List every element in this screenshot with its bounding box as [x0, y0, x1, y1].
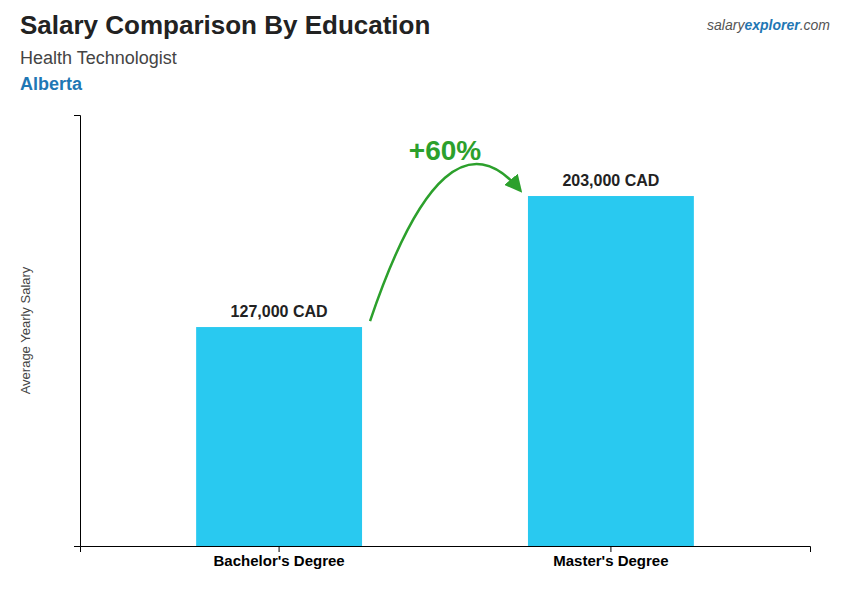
- chart: Salary Comparison By Education Health Tec…: [0, 0, 850, 606]
- bar: [528, 196, 694, 546]
- bar: [196, 327, 362, 546]
- bars: [196, 196, 694, 546]
- watermark-part: explorer: [744, 17, 801, 33]
- x-tick-label: Bachelor's Degree: [214, 552, 345, 569]
- x-axis-line: [81, 547, 811, 553]
- x-tick-label: Master's Degree: [553, 552, 668, 569]
- plot: Bachelor's Degree Master's Degree 127,000 …: [74, 116, 811, 569]
- watermark-part: .com: [800, 17, 831, 33]
- y-axis-title: Average Yearly Salary: [18, 266, 33, 394]
- location: Alberta: [20, 74, 83, 94]
- change-label: +60%: [409, 135, 481, 166]
- x-axis: Bachelor's Degree Master's Degree: [81, 546, 811, 569]
- title: Salary Comparison By Education: [20, 10, 430, 40]
- data-label: 127,000 CAD: [231, 303, 328, 320]
- subtitle: Health Technologist: [20, 48, 177, 68]
- x-tick: Master's Degree: [553, 546, 668, 569]
- data-labels: 127,000 CAD 203,000 CAD: [231, 172, 660, 320]
- watermark-part: salary: [707, 17, 745, 33]
- y-axis-line: [74, 116, 81, 547]
- watermark: salaryexplorer.com: [707, 17, 830, 33]
- data-label: 203,000 CAD: [562, 172, 659, 189]
- y-axis: [74, 116, 81, 547]
- x-tick: Bachelor's Degree: [214, 546, 345, 569]
- change-arrow: [370, 164, 520, 321]
